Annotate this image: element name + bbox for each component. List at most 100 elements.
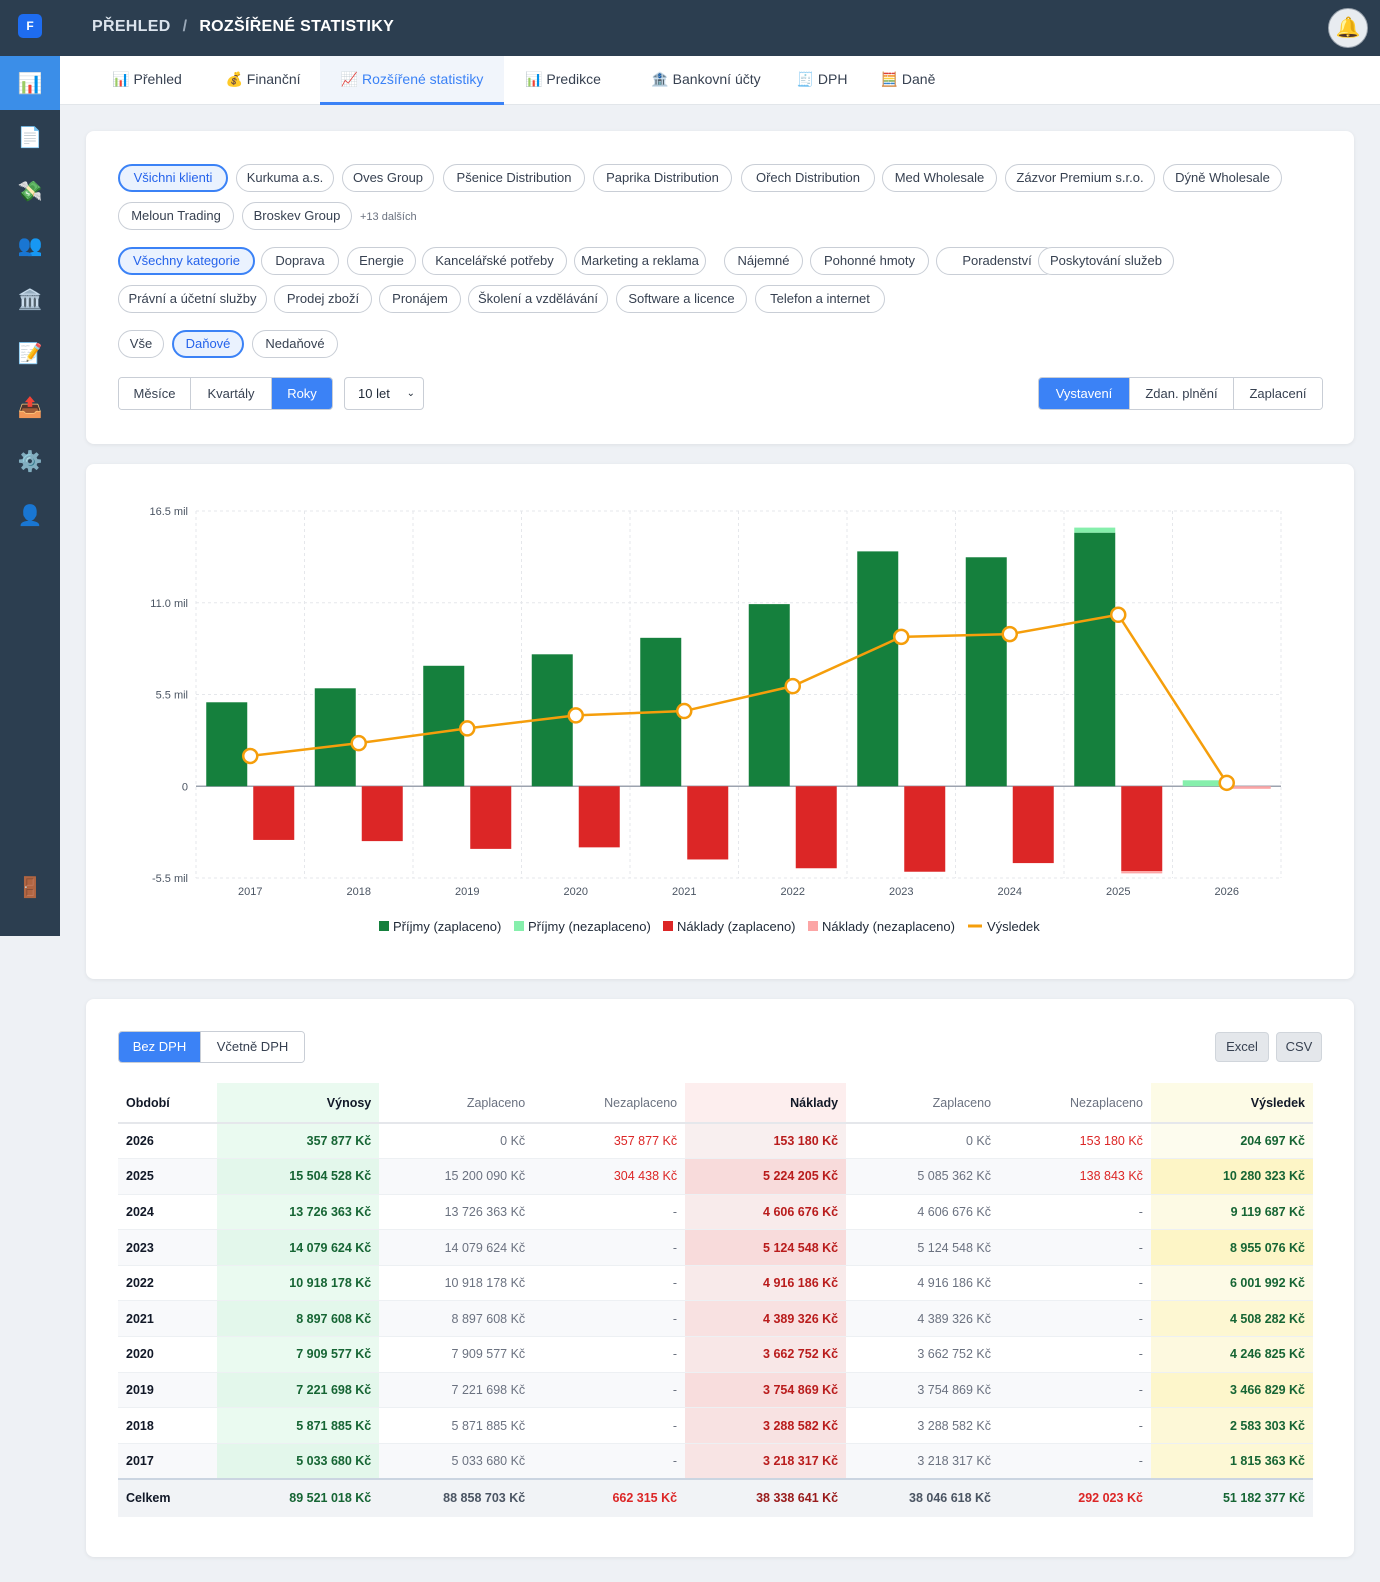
col-revenue-unpaid[interactable]: Nezaplaceno	[533, 1083, 686, 1124]
cell-revenue-paid: 0 Kč	[379, 1123, 534, 1160]
cell-result: 10 280 323 Kč	[1150, 1158, 1313, 1195]
bell-icon[interactable]: 🔔	[1328, 8, 1368, 48]
gear-icon[interactable]: ⚙️	[17, 450, 43, 473]
bar-income-unpaid	[1074, 527, 1116, 533]
col-revenue-paid[interactable]: Zaplaceno	[379, 1083, 534, 1124]
basis-issued-button[interactable]: Vystavení	[1039, 378, 1130, 409]
tab-prehled[interactable]: 📊 Přehled	[112, 71, 182, 87]
col-period[interactable]: Období	[118, 1083, 218, 1124]
category-filter-chip[interactable]: Telefon a internet	[755, 285, 885, 313]
tab-predikce[interactable]: 📊 Predikce	[525, 71, 601, 87]
category-filter-chip[interactable]: Pronájem	[379, 285, 461, 313]
client-filter-chip[interactable]: Ořech Distribution	[741, 164, 875, 192]
cell-period: 2025	[118, 1158, 218, 1195]
date-basis-toggle: Vystavení Zdan. plnění Zaplacení	[1038, 377, 1323, 410]
basis-taxable-button[interactable]: Zdan. plnění	[1130, 378, 1234, 409]
period-months-button[interactable]: Měsíce	[119, 378, 191, 409]
y-tick-label: 0	[182, 781, 188, 793]
client-filter-chip[interactable]: Meloun Trading	[118, 202, 234, 230]
bank-icon[interactable]: 🏛️	[17, 288, 43, 311]
tax-filter-chip[interactable]: Daňové	[172, 330, 244, 358]
chevron-down-icon: ⌄	[406, 388, 415, 399]
category-filter-chip[interactable]: Software a licence	[616, 285, 747, 313]
more-clients-link[interactable]: +13 dalších	[360, 211, 417, 223]
cell-costs: 4 916 186 Kč	[685, 1265, 847, 1302]
memo-icon[interactable]: 📝	[17, 342, 43, 365]
document-icon[interactable]: 📄	[17, 126, 43, 149]
client-filter-chip[interactable]: Med Wholesale	[882, 164, 997, 192]
range-select[interactable]: 10 let ⌄	[344, 377, 424, 410]
tab-bankovni-ucty[interactable]: 🏦 Bankovní účty	[651, 71, 761, 87]
client-filter-chip[interactable]: Kurkuma a.s.	[236, 164, 334, 192]
tab-dph[interactable]: 🧾 DPH	[796, 71, 848, 87]
col-costs[interactable]: Náklady	[685, 1083, 847, 1124]
cell-revenue-paid: 5 033 680 Kč	[379, 1443, 534, 1480]
bar-income-paid	[1074, 532, 1116, 787]
category-filter-chip[interactable]: Právní a účetní služby	[118, 285, 267, 313]
user-icon[interactable]: 👤	[17, 504, 43, 527]
col-costs-unpaid[interactable]: Nezaplaceno	[999, 1083, 1151, 1124]
category-filter-chip[interactable]: Doprava	[261, 247, 339, 275]
cell-revenue: 7 221 698 Kč	[217, 1372, 380, 1409]
total-result: 51 182 377 Kč	[1150, 1477, 1313, 1517]
legend-label: Náklady (zaplaceno)	[677, 919, 796, 934]
logout-icon[interactable]: 🚪	[17, 876, 43, 899]
cell-costs-paid: 4 916 186 Kč	[846, 1265, 1000, 1302]
client-filter-chip[interactable]: Broskev Group	[242, 202, 352, 230]
client-filter-chip[interactable]: Zázvor Premium s.r.o.	[1005, 164, 1155, 192]
cell-revenue-paid: 5 871 885 Kč	[379, 1407, 534, 1444]
client-filter-chip[interactable]: Pšenice Distribution	[443, 164, 585, 192]
x-tick-label: 2020	[564, 886, 588, 898]
tab-rozsirene-statistiky[interactable]: 📈 Rozšířené statistiky	[320, 56, 504, 105]
cell-revenue: 15 504 528 Kč	[217, 1158, 380, 1195]
table-row: 2020 7 909 577 Kč 7 909 577 Kč -3 662 752 K…	[118, 1336, 1313, 1373]
cell-revenue-paid: 7 221 698 Kč	[379, 1372, 534, 1409]
without-vat-button[interactable]: Bez DPH	[119, 1032, 201, 1062]
basis-paid-button[interactable]: Zaplacení	[1234, 378, 1322, 409]
app-logo[interactable]: F	[18, 14, 42, 38]
outbox-icon[interactable]: 📤	[17, 396, 43, 419]
category-filter-chip[interactable]: Poskytování služeb	[1038, 247, 1174, 275]
category-filter-chip[interactable]: Všechny kategorie	[118, 247, 255, 275]
category-filter-chip[interactable]: Nájemné	[724, 247, 803, 275]
client-filter-chip[interactable]: Všichni klienti	[118, 164, 228, 192]
with-vat-button[interactable]: Včetně DPH	[201, 1032, 304, 1062]
cell-period: 2017	[118, 1443, 218, 1480]
category-filter-chip[interactable]: Energie	[347, 247, 416, 275]
period-quarters-button[interactable]: Kvartály	[191, 378, 272, 409]
bar-cost-paid	[1121, 786, 1163, 872]
col-result[interactable]: Výsledek	[1150, 1083, 1313, 1124]
table-row: 2025 15 504 528 Kč 15 200 090 Kč 304 438 Kč…	[118, 1158, 1313, 1195]
client-filter-chip[interactable]: Dýně Wholesale	[1163, 164, 1282, 192]
export-excel-button[interactable]: Excel	[1215, 1032, 1269, 1062]
cell-costs-unpaid: -	[999, 1407, 1151, 1444]
category-filter-chip[interactable]: Marketing a reklama	[574, 247, 706, 275]
client-filter-chip[interactable]: Paprika Distribution	[593, 164, 732, 192]
period-years-button[interactable]: Roky	[272, 378, 332, 409]
cell-revenue: 13 726 363 Kč	[217, 1194, 380, 1231]
col-revenue[interactable]: Výnosy	[217, 1083, 380, 1124]
money-icon[interactable]: 💸	[17, 180, 43, 203]
category-filter-chip[interactable]: Pohonné hmoty	[810, 247, 929, 275]
breadcrumb-parent[interactable]: PŘEHLED	[92, 18, 171, 35]
category-filter-chip[interactable]: Poradenství	[936, 247, 1058, 275]
dashboard-icon[interactable]: 📊	[0, 56, 60, 110]
export-csv-button[interactable]: CSV	[1276, 1032, 1322, 1062]
col-costs-paid[interactable]: Zaplaceno	[846, 1083, 1000, 1124]
cell-costs-unpaid: -	[999, 1194, 1151, 1231]
category-filter-chip[interactable]: Školení a vzdělávání	[468, 285, 608, 313]
total-period: Celkem	[118, 1477, 218, 1517]
legend-swatch	[514, 921, 524, 931]
cell-revenue-unpaid: 357 877 Kč	[533, 1123, 686, 1160]
client-filter-chip[interactable]: Oves Group	[342, 164, 434, 192]
tax-filter-chip[interactable]: Nedaňové	[252, 330, 338, 358]
users-icon[interactable]: 👥	[17, 234, 43, 257]
tab-dane[interactable]: 🧮 Daně	[880, 71, 936, 87]
result-point	[784, 677, 801, 695]
category-filter-chip[interactable]: Kancelářské potřeby	[422, 247, 567, 275]
x-tick-label: 2022	[781, 886, 805, 898]
category-filter-chip[interactable]: Prodej zboží	[274, 285, 372, 313]
cell-costs-unpaid: 138 843 Kč	[999, 1158, 1151, 1195]
tab-financni[interactable]: 💰 Finanční	[225, 71, 301, 87]
tax-filter-chip[interactable]: Vše	[118, 330, 164, 358]
